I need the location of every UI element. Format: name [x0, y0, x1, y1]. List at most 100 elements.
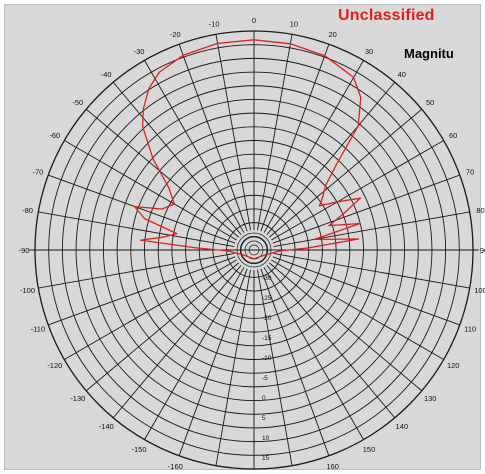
- angle-tick-label: 30: [365, 47, 373, 56]
- angle-tick-label: 130: [424, 394, 437, 403]
- angle-tick-label: -50: [72, 98, 83, 107]
- grid-spoke: [85, 262, 239, 392]
- grid-spoke: [215, 269, 251, 466]
- grid-spoke: [266, 81, 396, 235]
- radial-labels: -30 -25 -20 -15 -10 -5 0 5 10 15: [262, 275, 272, 462]
- angle-tick-label: 10: [290, 20, 298, 29]
- radial-tick-label: -15: [262, 335, 272, 342]
- radial-tick-label: 15: [262, 455, 270, 462]
- pattern-point: [322, 195, 324, 197]
- pattern-point: [142, 125, 144, 127]
- grid-spoke: [178, 268, 248, 456]
- pattern-point: [353, 76, 355, 78]
- angle-tick-label: 150: [363, 445, 376, 454]
- angle-tick-label: 140: [396, 422, 409, 431]
- angle-tick-label: 60: [449, 131, 457, 140]
- pattern-point: [359, 197, 361, 199]
- grid-spokes: [29, 31, 479, 469]
- classification-banner: Unclassified: [338, 7, 435, 24]
- radial-tick-label: 0: [262, 395, 266, 402]
- magnitude-label: Magnitu: [404, 46, 454, 61]
- pattern-point: [342, 213, 344, 215]
- pattern-point: [328, 225, 330, 227]
- angle-tick-label: -10: [209, 20, 220, 29]
- angle-tick-label: 100: [474, 286, 485, 295]
- angle-tick-label: 170: [288, 473, 301, 474]
- angle-tick-label: -30: [134, 47, 145, 56]
- angle-tick-label: -120: [47, 361, 62, 370]
- grid-spoke: [269, 108, 423, 238]
- series-layer: [133, 39, 362, 260]
- grid-spoke: [112, 265, 242, 419]
- radial-tick-label: -20: [262, 315, 272, 322]
- radial-tick-label: 5: [262, 415, 266, 422]
- grid-spoke: [260, 44, 330, 232]
- angle-tick-label: -80: [22, 206, 33, 215]
- pattern-point: [142, 107, 144, 110]
- grid-spoke: [38, 253, 235, 289]
- pattern-point: [168, 187, 170, 189]
- angle-tick-label: -170: [207, 473, 222, 474]
- grid-spoke: [48, 256, 236, 326]
- angle-tick-label: 80: [476, 206, 484, 215]
- grid-spoke: [64, 140, 237, 241]
- angle-tick-label: 50: [426, 98, 434, 107]
- pattern-point: [158, 71, 160, 73]
- pattern-point: [140, 239, 142, 241]
- angle-tick-label: -140: [99, 422, 114, 431]
- pattern-point: [196, 247, 198, 249]
- angle-tick-label: 110: [464, 325, 476, 334]
- angle-tick-label: -130: [70, 394, 85, 403]
- angle-tick-label: 20: [329, 30, 337, 39]
- angle-tick-label: 70: [466, 167, 474, 176]
- pattern-point: [148, 87, 150, 89]
- grid-spoke: [178, 44, 248, 232]
- grid-spoke: [271, 259, 444, 360]
- radial-tick-label: -10: [262, 355, 272, 362]
- grid-spoke: [263, 60, 364, 233]
- radial-tick-label: 10: [262, 435, 270, 442]
- pattern-point: [305, 247, 308, 249]
- grid-spoke: [272, 256, 460, 326]
- pattern-point: [182, 54, 184, 56]
- angle-tick-label: -150: [131, 445, 146, 454]
- pattern-point: [313, 238, 315, 240]
- pattern-point: [173, 203, 175, 205]
- pattern-point: [279, 250, 281, 252]
- grid-spoke: [48, 174, 236, 244]
- pattern-point: [162, 236, 164, 238]
- radial-tick-label: -5: [262, 375, 268, 382]
- grid-spoke: [272, 174, 460, 244]
- pattern-point: [265, 253, 267, 256]
- angle-tick-label: -40: [101, 70, 112, 79]
- grid-spoke: [85, 108, 239, 238]
- pattern-point: [253, 39, 255, 41]
- grid-spoke: [263, 267, 364, 440]
- grid-spoke: [144, 267, 245, 440]
- grid-spoke: [257, 34, 293, 231]
- pattern-point: [134, 206, 136, 208]
- pattern-line: [133, 39, 362, 260]
- angle-tick-label: 40: [398, 70, 406, 79]
- angle-tick-label: -20: [170, 30, 181, 39]
- angle-tick-label: 120: [447, 361, 460, 370]
- grid-spoke: [215, 34, 251, 231]
- pattern-point: [324, 55, 326, 57]
- pattern-point: [152, 158, 154, 160]
- angle-tick-label: -110: [31, 325, 45, 334]
- pattern-point: [227, 250, 229, 252]
- angle-tick-label: -100: [20, 286, 35, 295]
- grid-spoke: [266, 265, 396, 419]
- pattern-point: [318, 205, 320, 207]
- pattern-point: [241, 253, 243, 256]
- grid-spoke: [260, 268, 330, 456]
- grid-spoke: [144, 60, 245, 233]
- radial-tick-label: -25: [262, 295, 272, 302]
- pattern-point: [143, 218, 146, 220]
- pattern-point: [335, 164, 337, 166]
- angle-tick-label: -90: [19, 246, 30, 255]
- angle-tick-label: -160: [168, 462, 183, 471]
- grid-spoke: [271, 140, 444, 241]
